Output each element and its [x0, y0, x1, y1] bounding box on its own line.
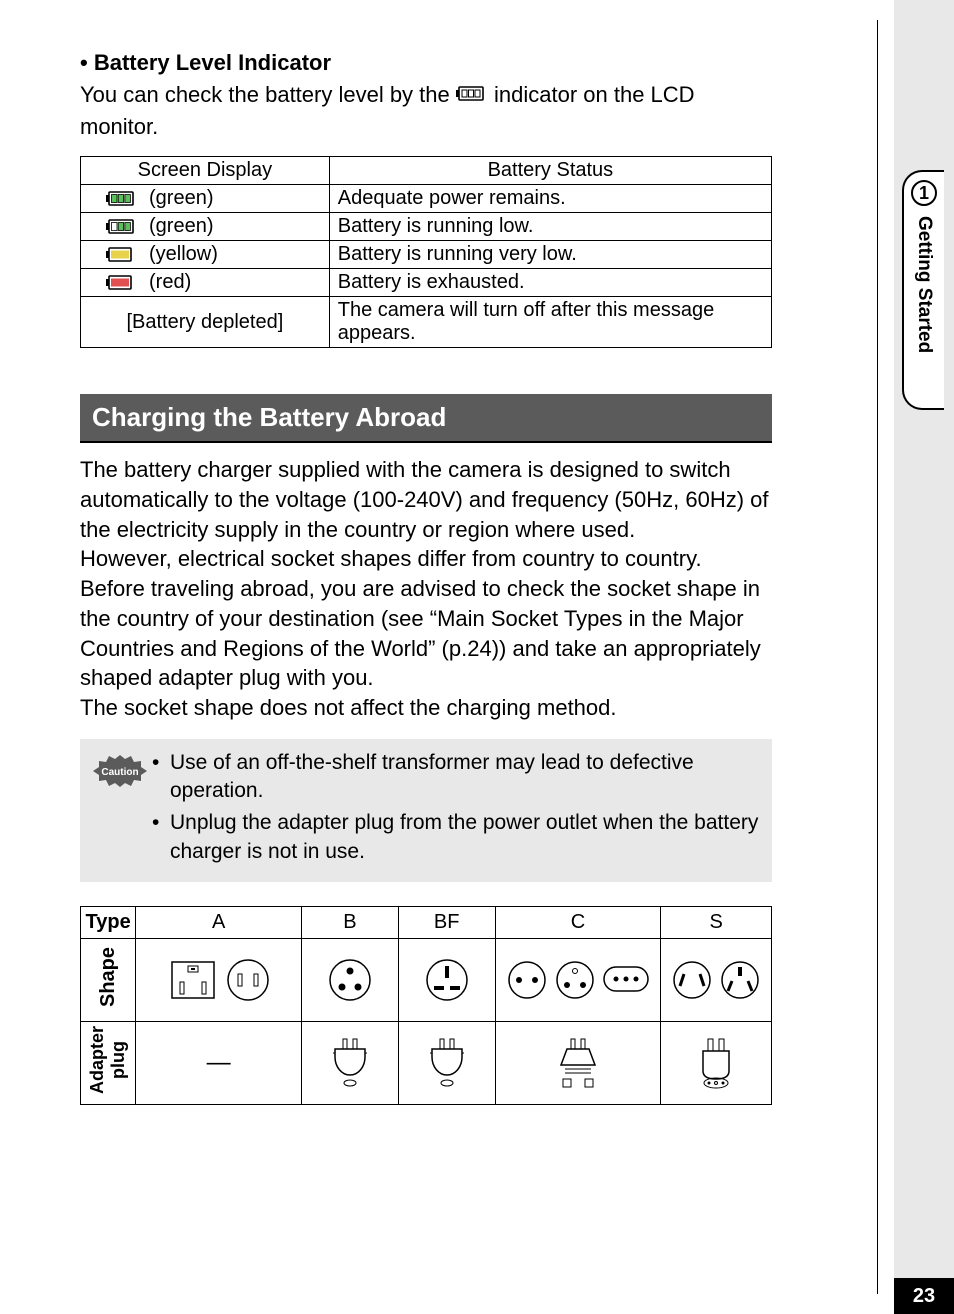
plug-shape-cell: [495, 938, 661, 1021]
page-number: 23: [894, 1278, 954, 1314]
battery-depleted-row: [Battery depleted] The camera will turn …: [81, 297, 772, 348]
plug-type-cell: A: [136, 906, 302, 938]
caution-list: •Use of an off-the-shelf transformer may…: [152, 749, 760, 870]
chapter-title: Getting Started: [913, 216, 935, 353]
caution-item: Use of an off-the-shelf transformer may …: [170, 749, 760, 806]
battery-row-status: Battery is running very low.: [329, 241, 771, 269]
plug-table: Type ABBFCS Shape Adapter plug —: [80, 906, 772, 1105]
battery-row: (green) Battery is running low.: [81, 213, 772, 241]
battery-row-label: (yellow): [149, 243, 218, 266]
chapter-number: 1: [911, 180, 937, 206]
caution-icon: Caution: [88, 749, 152, 870]
plug-shape-cell: [398, 938, 495, 1021]
depleted-label: [Battery depleted]: [81, 297, 330, 348]
adapter-plug-cell: [398, 1021, 495, 1104]
battery-icon: [456, 81, 488, 112]
section-title: Charging the Battery Abroad: [80, 394, 772, 443]
battery-status-table: Screen Display Battery Status (green) Ad…: [80, 156, 772, 348]
battery-row: (red) Battery is exhausted.: [81, 269, 772, 297]
col-display: Screen Display: [81, 157, 330, 185]
adapter-plug-cell: [661, 1021, 772, 1104]
battery-row-label: (green): [149, 215, 213, 238]
plug-type-cell: C: [495, 906, 661, 938]
caution-box: Caution •Use of an off-the-shelf transfo…: [80, 739, 772, 882]
adapter-plug-cell: [495, 1021, 661, 1104]
caution-item: Unplug the adapter plug from the power o…: [170, 809, 760, 866]
abroad-body: The battery charger supplied with the ca…: [80, 455, 772, 722]
row-type-label: Type: [81, 906, 136, 938]
battery-row-label: (red): [149, 271, 191, 294]
plug-type-cell: B: [302, 906, 399, 938]
indicator-heading-text: Battery Level Indicator: [94, 50, 331, 75]
indicator-heading: • Battery Level Indicator: [80, 50, 772, 76]
battery-row-status: Battery is exhausted.: [329, 269, 771, 297]
plug-adapter-row: Adapter plug —: [81, 1021, 772, 1104]
battery-row: (green) Adequate power remains.: [81, 185, 772, 213]
plug-type-cell: BF: [398, 906, 495, 938]
plug-shape-cell: [136, 938, 302, 1021]
battery-row-status: Adequate power remains.: [329, 185, 771, 213]
battery-row-status: Battery is running low.: [329, 213, 771, 241]
margin-rule: [877, 20, 878, 1294]
svg-text:Caution: Caution: [101, 767, 138, 778]
intro-before: You can check the battery level by the: [80, 82, 456, 107]
plug-shape-cell: [661, 938, 772, 1021]
adapter-plug-cell: —: [136, 1021, 302, 1104]
depleted-status: The camera will turn off after this mess…: [329, 297, 771, 348]
battery-row-label: (green): [149, 187, 213, 210]
row-adapter-label: Adapter plug: [81, 1021, 136, 1104]
plug-shape-row: Shape: [81, 938, 772, 1021]
col-status: Battery Status: [329, 157, 771, 185]
adapter-plug-cell: [302, 1021, 399, 1104]
battery-row: (yellow) Battery is running very low.: [81, 241, 772, 269]
plug-shape-cell: [302, 938, 399, 1021]
row-shape-label: Shape: [81, 938, 136, 1021]
chapter-tab: 1 Getting Started: [902, 170, 944, 410]
plug-type-cell: S: [661, 906, 772, 938]
indicator-intro: You can check the battery level by the i…: [80, 80, 772, 142]
plug-type-row: Type ABBFCS: [81, 906, 772, 938]
